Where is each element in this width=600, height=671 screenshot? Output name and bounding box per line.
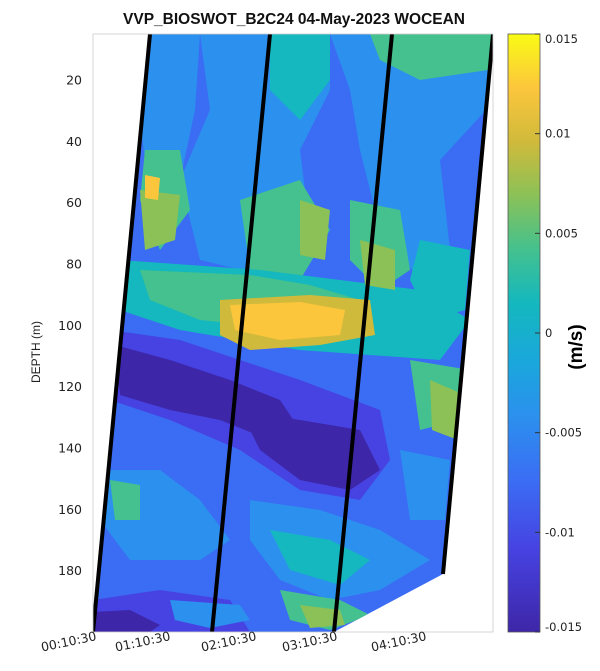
y-axis: 20 40 60 80 100 120 140 160 180 (58, 73, 82, 579)
y-tick-label: 160 (58, 502, 82, 517)
colorbar-tick-label: 0.01 (545, 127, 571, 141)
colorbar-tick-label: 0 (545, 326, 552, 340)
chart-title: VVP_BIOSWOT_B2C24 04-May-2023 WOCEAN (123, 11, 465, 28)
profile-lines (93, 34, 493, 632)
y-tick-label: 40 (66, 134, 82, 149)
colorbar-label: (m/s) (566, 324, 587, 369)
profile-line-4 (441, 34, 493, 575)
y-tick-label: 180 (58, 563, 82, 578)
profile-line-1 (93, 34, 152, 632)
profile-line-2 (210, 34, 272, 632)
colorbar-tick-label: 0.005 (545, 226, 578, 240)
y-tick-label: 20 (66, 73, 82, 88)
colorbar-gradient (507, 33, 541, 633)
colorbar-tick-label: -0.005 (545, 426, 582, 440)
y-tick-label: 140 (58, 441, 82, 456)
colorbar: -0.015 -0.01 -0.005 0 0.005 0.01 0.015 (m/s) (507, 32, 587, 634)
y-tick-label: 100 (58, 318, 82, 333)
colorbar-tick-label: -0.01 (545, 525, 575, 539)
x-tick-label: 00:10:30 (40, 628, 98, 654)
y-tick-label: 120 (58, 379, 82, 394)
colorbar-tick-label: -0.015 (545, 620, 582, 634)
plot-area (92, 33, 494, 633)
y-tick-label: 60 (66, 195, 82, 210)
profile-line-3 (332, 34, 394, 632)
y-tick-label: 80 (66, 257, 82, 272)
colorbar-tick-label: 0.015 (545, 32, 578, 46)
colorbar-ticks: -0.015 -0.01 -0.005 0 0.005 0.01 0.015 (535, 32, 582, 634)
velocity-field (93, 34, 493, 632)
y-axis-label: DEPTH (m) (29, 321, 43, 383)
